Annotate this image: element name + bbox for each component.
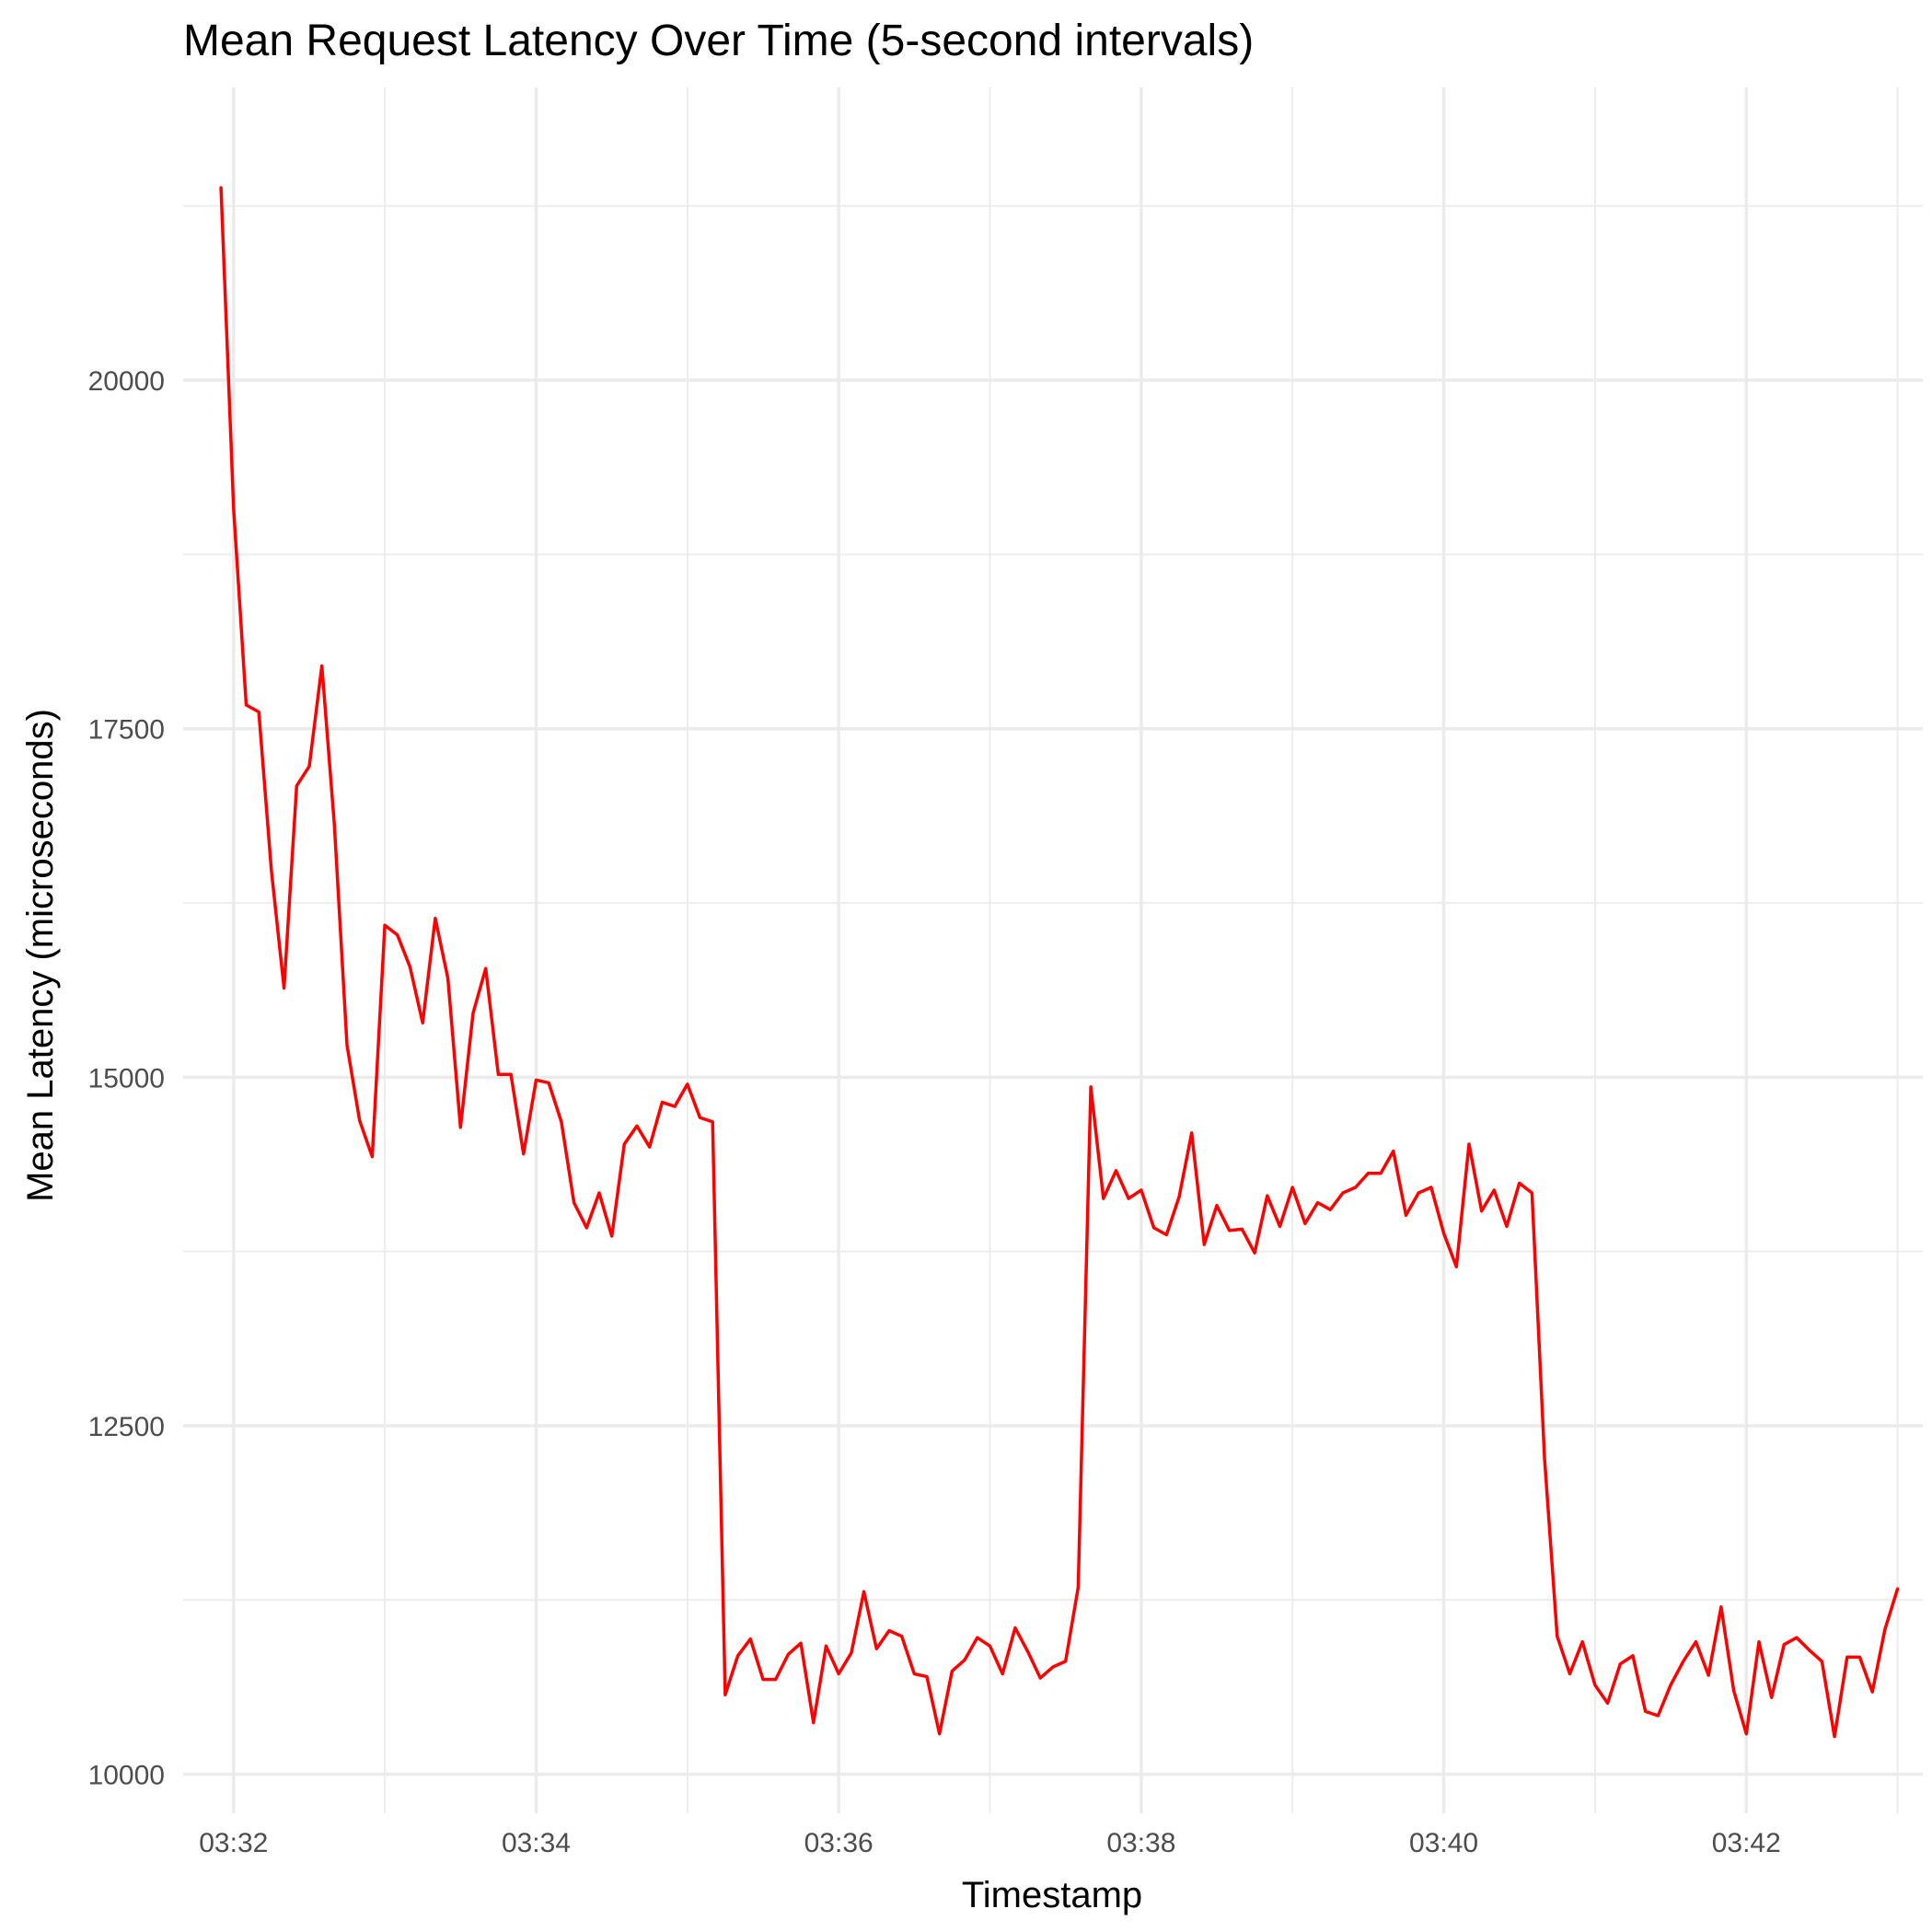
x-axis-tick-labels: 03:32 03:34 03:36 03:38 03:40 03:42 xyxy=(199,1828,1781,1858)
y-tick-label: 10000 xyxy=(88,1761,165,1791)
x-tick-label: 03:36 xyxy=(804,1828,873,1858)
x-tick-label: 03:34 xyxy=(502,1828,571,1858)
x-tick-label: 03:38 xyxy=(1106,1828,1175,1858)
y-tick-label: 12500 xyxy=(88,1412,165,1442)
chart-title: Mean Request Latency Over Time (5-second… xyxy=(183,17,1254,65)
y-tick-label: 17500 xyxy=(88,715,165,746)
y-tick-label: 15000 xyxy=(88,1063,165,1093)
y-axis-tick-labels: 10000 12500 15000 17500 20000 xyxy=(88,366,165,1791)
latency-series-line xyxy=(219,186,1900,1739)
y-axis-title: Mean Latency (microseconds) xyxy=(20,709,61,1202)
major-gridlines xyxy=(183,87,1923,1813)
x-tick-label: 03:32 xyxy=(199,1828,268,1858)
x-tick-label: 03:40 xyxy=(1409,1828,1478,1858)
y-tick-label: 20000 xyxy=(88,366,165,397)
minor-gridlines xyxy=(183,87,1923,1813)
x-tick-label: 03:42 xyxy=(1712,1828,1781,1858)
x-axis-title: Timestamp xyxy=(962,1875,1142,1915)
